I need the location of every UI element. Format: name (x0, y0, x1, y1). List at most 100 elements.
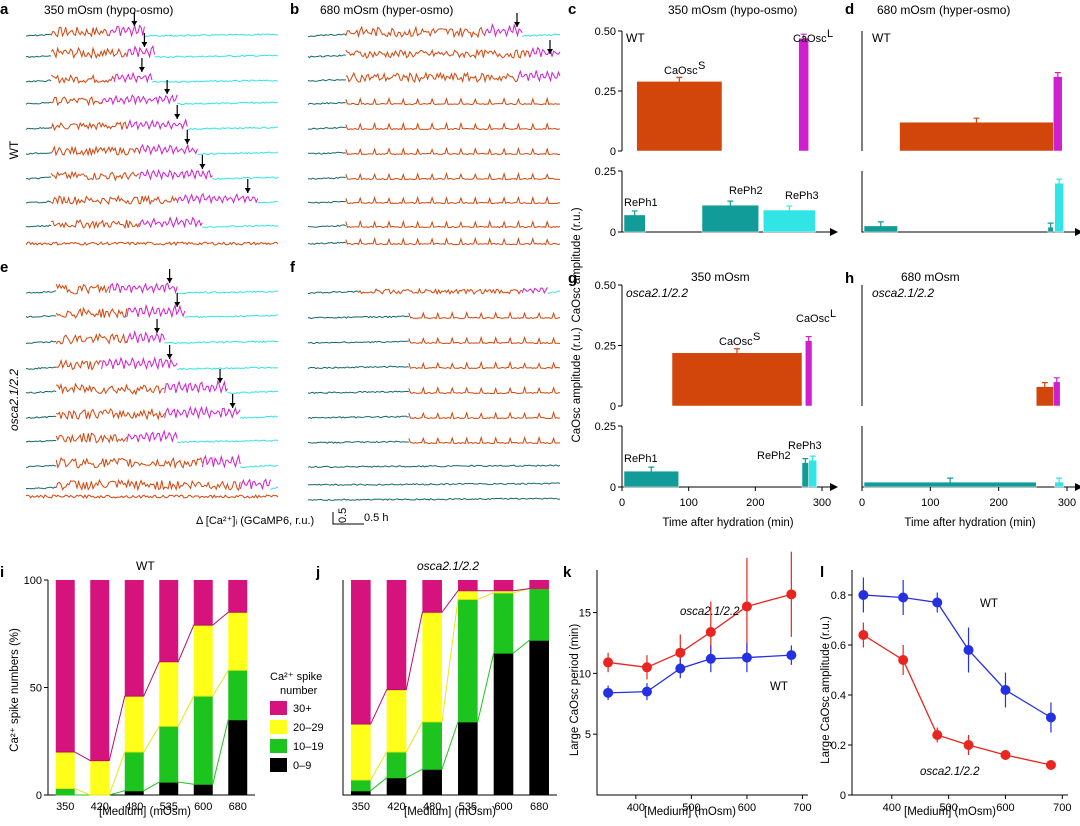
trace-e-row8-seg2 (201, 453, 241, 469)
k-ylabel: Large CaOsc period (min) (569, 624, 581, 756)
trace-e-row7-seg2 (126, 429, 178, 444)
trace-e-row2-seg3 (184, 314, 279, 319)
c-label-reph1: RePh1 (624, 197, 658, 209)
h-xtick-label-0: 0 (859, 497, 865, 509)
trace-b-row1-seg3 (522, 33, 561, 37)
legend-title-line2: number (280, 685, 318, 697)
trace-a-row6-seg3 (197, 151, 279, 156)
j-xtick-label-4: 600 (494, 801, 512, 813)
j-bar-350-0 (351, 790, 371, 795)
trace-e-row7-seg0 (25, 439, 57, 443)
i-bar-680-0 (228, 719, 248, 795)
j-bar-600-1 (493, 592, 514, 654)
j-bar-420-2 (386, 689, 407, 752)
h-err-RePh3 (1056, 477, 1063, 487)
h-xtick-label-2: 200 (989, 497, 1007, 509)
trace-e-row3-seg3 (164, 340, 279, 345)
trace-f-row2-seg1 (408, 310, 560, 320)
c-label-caosc-s: CaOsc (664, 65, 698, 77)
trace-e-row2-seg0 (25, 315, 57, 319)
arrow-a-row5-head (174, 114, 181, 119)
k-point-0-1 (641, 662, 652, 673)
trace-f-row1-seg3 (547, 290, 561, 294)
j-link-1 (351, 588, 549, 781)
i-bar-600-1 (193, 696, 213, 785)
trace-e-row5-seg0 (25, 390, 57, 394)
k-line-1 (608, 654, 792, 694)
i-bar-350-3 (55, 580, 75, 752)
trace-e-row9-seg1 (55, 478, 241, 492)
j-bar-350-3 (351, 580, 371, 725)
g-label-caosc-s: CaOsc (719, 336, 753, 348)
j-xtick-label-0: 350 (352, 801, 370, 813)
h-err-CaOscL (1053, 377, 1060, 386)
trace-e-row1-seg2 (108, 282, 178, 295)
row-label-wt: WT (7, 140, 21, 159)
arrow-e-row2-head (174, 302, 181, 307)
c-label-caosc-l: CaOsc (793, 33, 827, 45)
trace-a-row2-seg0 (25, 55, 52, 58)
j-bar-680-3 (529, 580, 549, 589)
trace-e-row6-seg1 (55, 407, 166, 421)
d-err-RePh1 (877, 221, 884, 230)
trace-e-row2-seg2 (126, 303, 186, 319)
trace-a-row5-seg1 (50, 121, 128, 132)
trace-e-row8-seg3 (239, 464, 279, 469)
trace-a-row5-seg0 (25, 127, 52, 130)
legend-label-10-19: 10–19 (293, 741, 324, 753)
trace-a-row9-seg3 (202, 224, 279, 229)
trace-b-row9-seg0 (307, 224, 347, 228)
trace-b-row8-seg0 (307, 200, 346, 204)
trace-b-row7-seg1 (345, 171, 561, 181)
i-bar-600-0 (193, 784, 213, 795)
k-point-1-4 (741, 652, 752, 663)
trace-e-row4-seg3 (177, 366, 279, 370)
trace-a-row1-seg3 (144, 33, 279, 37)
trace-f-row1-seg0 (308, 290, 359, 294)
g-xtick-label-0: 0 (619, 497, 625, 509)
legend-swatch-20-29 (270, 720, 287, 734)
trace-e-row6-seg2 (164, 405, 241, 420)
row-label-osca: osca2.1/2.2 (7, 369, 21, 431)
bars-ylabel: Ca²⁺ spike numbers (%) (9, 628, 21, 752)
k-point-1-1 (641, 686, 652, 697)
trace-a-row3-seg1 (50, 74, 115, 85)
c-err-RePh1 (631, 210, 638, 219)
k-point-1-0 (603, 687, 614, 698)
arrow-b-row1-head (514, 22, 520, 27)
g-label-caosc-l: CaOsc (796, 313, 830, 325)
timecourse-xlabel-h: Time after hydration (min) (904, 517, 1035, 529)
d-x-arrow (1075, 228, 1080, 236)
h-xtick-label-1: 100 (921, 497, 939, 509)
c-ytick-label-bottom-1: 0.25 (595, 166, 616, 178)
trace-f-row1-seg2 (521, 287, 548, 295)
k-ytick-label-2: 15 (579, 608, 591, 620)
i-xtick-label-4: 600 (194, 801, 212, 813)
trace-a-row7-seg2 (138, 168, 213, 181)
c-bar-CaOscS (636, 81, 723, 152)
trace-a-row2-seg3 (154, 54, 279, 59)
g-xtick-label-3: 300 (813, 497, 831, 509)
timecourse-ylabel-top: CaOsc amplitude (r.u.) (571, 207, 583, 322)
panel-title-d: 680 mOsm (hyper-osmo) (877, 3, 1010, 17)
j-xtick-label-2: 480 (423, 801, 441, 813)
g-err-RePh3 (809, 455, 816, 465)
trace-a-row8-seg0 (25, 200, 52, 204)
trace-a-row1-seg1 (50, 26, 110, 38)
h-genotype: osca2.1/2.2 (872, 286, 934, 300)
trace-e-row7-seg3 (176, 439, 279, 444)
j-bar-535-1 (458, 599, 478, 722)
l-xtick-label-0: 400 (883, 802, 901, 814)
i-bar-420-2 (90, 760, 110, 795)
l-ytick-label-4: 0.8 (831, 590, 846, 602)
j-bar-600-0 (493, 653, 514, 795)
trace-a-row8-seg3 (257, 200, 279, 204)
panel-title-h: 680 mOsm (901, 270, 960, 284)
g-label-reph2: RePh2 (757, 450, 791, 462)
j-bar-600-3 (493, 580, 514, 591)
trace-b-row8-seg1 (345, 195, 561, 205)
c-x-arrow (830, 228, 838, 236)
l-xtick-label-2: 600 (996, 802, 1014, 814)
trace-e-row1-seg3 (177, 290, 279, 295)
